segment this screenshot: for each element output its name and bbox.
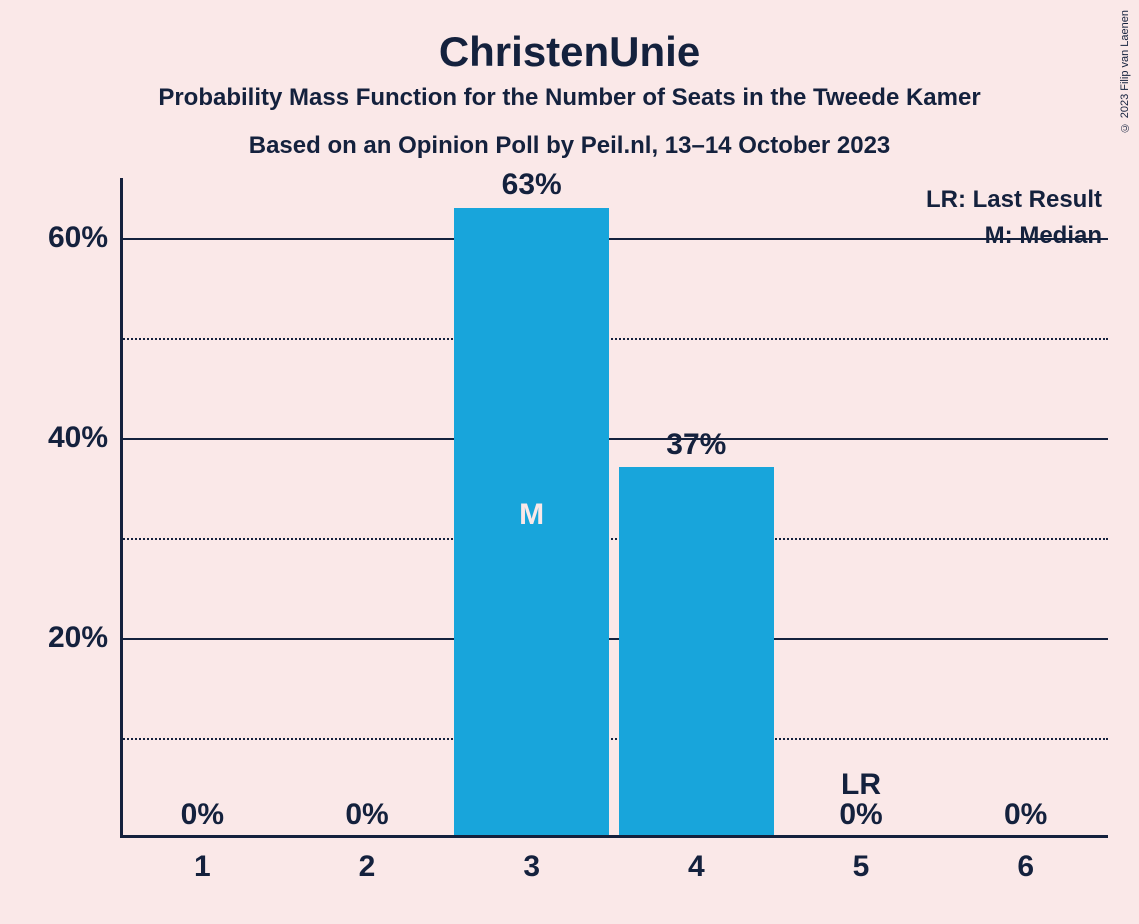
- bar-value-label: 37%: [666, 428, 726, 462]
- y-tick-label: 40%: [48, 421, 120, 455]
- chart-subtitle-2: Based on an Opinion Poll by Peil.nl, 13–…: [0, 132, 1139, 160]
- bar-value-label: 0%: [345, 798, 388, 832]
- bar-value-label: 0%: [181, 798, 224, 832]
- median-marker: M: [519, 498, 544, 532]
- x-axis: [120, 835, 1108, 838]
- bar: [619, 467, 774, 835]
- bar-value-label: 0%: [1004, 798, 1047, 832]
- y-tick-label: 20%: [48, 621, 120, 655]
- legend-last-result: LR: Last Result: [926, 186, 1102, 214]
- copyright-notice: © 2023 Filip van Laenen: [1119, 10, 1131, 133]
- gridline-major: [120, 638, 1108, 640]
- gridline-major: [120, 438, 1108, 440]
- gridline-minor: [120, 338, 1108, 340]
- gridline-minor: [120, 538, 1108, 540]
- legend-median: M: Median: [985, 222, 1102, 250]
- x-tick-label: 6: [1017, 838, 1034, 884]
- x-tick-label: 3: [523, 838, 540, 884]
- x-tick-label: 4: [688, 838, 705, 884]
- x-tick-label: 1: [194, 838, 211, 884]
- x-tick-label: 2: [359, 838, 376, 884]
- bar-value-label: 0%: [839, 798, 882, 832]
- chart-plot-area: LR: Last Result M: Median 20%40%60%0%10%…: [120, 178, 1108, 838]
- gridline-major: [120, 238, 1108, 240]
- x-tick-label: 5: [853, 838, 870, 884]
- chart-title: ChristenUnie: [0, 0, 1139, 76]
- chart-subtitle-1: Probability Mass Function for the Number…: [0, 84, 1139, 112]
- last-result-marker: LR: [841, 768, 881, 802]
- y-tick-label: 60%: [48, 221, 120, 255]
- bar-value-label: 63%: [502, 168, 562, 202]
- gridline-minor: [120, 738, 1108, 740]
